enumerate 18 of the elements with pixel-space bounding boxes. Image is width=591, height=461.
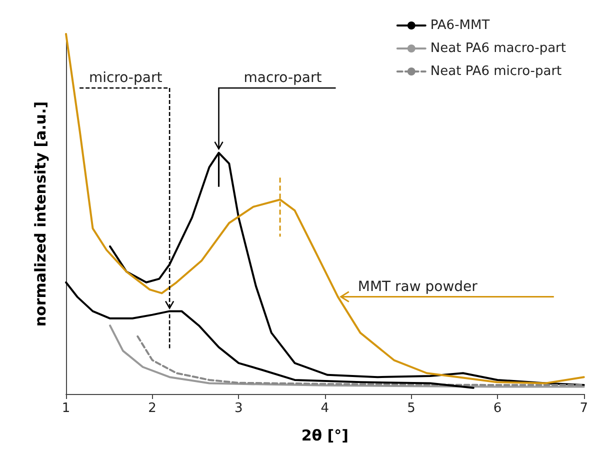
micro-part-callout: micro-part (80, 70, 174, 348)
x-tick-label: 3 (234, 401, 243, 416)
legend-label: PA6-MMT (430, 18, 490, 33)
legend-label: Neat PA6 macro-part (430, 41, 566, 56)
x-tick-label: 5 (407, 401, 416, 416)
x-axis-title: 2θ [°] (301, 426, 349, 444)
x-tick-label: 7 (580, 401, 588, 416)
annotation: micro-part (88, 70, 163, 86)
annotation: macro-part (244, 70, 322, 86)
x-tick-label: 1 (62, 401, 70, 416)
x-tick-label: 2 (148, 401, 156, 416)
powder-callout: MMT raw powder (339, 278, 554, 302)
annotation: MMT raw powder (358, 278, 478, 295)
x-tick-label: 4 (320, 401, 330, 416)
y-axis-title: normalized intensity [a.u.] (32, 101, 50, 327)
x-tick-label: 6 (493, 401, 502, 416)
legend-label: Neat PA6 micro-part (430, 64, 562, 79)
macro-part-callout: macro-part (214, 70, 336, 187)
